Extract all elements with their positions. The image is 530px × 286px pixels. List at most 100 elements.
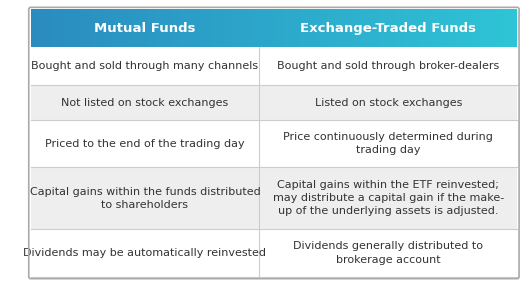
Bar: [469, 9, 471, 47]
Bar: [262, 9, 264, 47]
Bar: [109, 9, 111, 47]
Bar: [359, 9, 361, 47]
Bar: [218, 9, 220, 47]
Bar: [502, 9, 505, 47]
Bar: [82, 9, 84, 47]
Bar: [485, 9, 488, 47]
Bar: [245, 9, 247, 47]
Bar: [381, 9, 383, 47]
Bar: [296, 9, 298, 47]
Text: Listed on stock exchanges: Listed on stock exchanges: [315, 98, 462, 108]
Bar: [425, 9, 427, 47]
Bar: [498, 9, 500, 47]
Bar: [162, 9, 164, 47]
Bar: [459, 9, 461, 47]
Bar: [388, 9, 391, 47]
Bar: [143, 9, 145, 47]
Bar: [167, 9, 169, 47]
Bar: [160, 9, 162, 47]
Bar: [313, 9, 315, 47]
Bar: [478, 9, 481, 47]
Bar: [89, 9, 92, 47]
Bar: [176, 9, 179, 47]
Bar: [398, 9, 400, 47]
Bar: [271, 9, 274, 47]
Bar: [74, 9, 77, 47]
Bar: [420, 9, 422, 47]
Bar: [439, 9, 442, 47]
Bar: [213, 9, 216, 47]
Bar: [92, 9, 94, 47]
Bar: [31, 47, 517, 85]
Bar: [371, 9, 374, 47]
Bar: [444, 9, 447, 47]
Bar: [111, 9, 113, 47]
Bar: [410, 9, 412, 47]
Bar: [510, 9, 513, 47]
Bar: [94, 9, 96, 47]
Bar: [45, 9, 48, 47]
Bar: [259, 9, 262, 47]
Bar: [118, 9, 121, 47]
Bar: [116, 9, 118, 47]
Bar: [140, 9, 143, 47]
Bar: [48, 9, 50, 47]
Text: Mutual Funds: Mutual Funds: [94, 22, 196, 35]
Bar: [437, 9, 439, 47]
Bar: [187, 9, 189, 47]
Bar: [269, 9, 271, 47]
Bar: [488, 9, 490, 47]
Bar: [366, 9, 369, 47]
Bar: [301, 9, 303, 47]
Bar: [31, 167, 517, 229]
Bar: [113, 9, 116, 47]
Bar: [466, 9, 469, 47]
Bar: [274, 9, 276, 47]
Bar: [461, 9, 464, 47]
Text: Bought and sold through broker-dealers: Bought and sold through broker-dealers: [277, 61, 499, 71]
Bar: [242, 9, 245, 47]
Bar: [31, 9, 33, 47]
Bar: [267, 9, 269, 47]
Bar: [342, 9, 344, 47]
Bar: [172, 9, 174, 47]
Bar: [264, 9, 267, 47]
Bar: [57, 9, 60, 47]
Bar: [383, 9, 386, 47]
Bar: [354, 9, 357, 47]
Bar: [323, 9, 325, 47]
Text: Dividends may be automatically reinvested: Dividends may be automatically reinveste…: [23, 248, 267, 258]
Bar: [43, 9, 45, 47]
Bar: [184, 9, 187, 47]
Bar: [237, 9, 240, 47]
Bar: [281, 9, 284, 47]
Bar: [369, 9, 371, 47]
Bar: [145, 9, 147, 47]
Bar: [315, 9, 317, 47]
Bar: [515, 9, 517, 47]
Bar: [126, 9, 128, 47]
Bar: [69, 9, 72, 47]
Bar: [476, 9, 478, 47]
Text: Priced to the end of the trading day: Priced to the end of the trading day: [45, 139, 245, 149]
Text: Capital gains within the ETF reinvested;
may distribute a capital gain if the ma: Capital gains within the ETF reinvested;…: [272, 180, 504, 217]
Bar: [298, 9, 301, 47]
Bar: [216, 9, 218, 47]
Bar: [164, 9, 167, 47]
Bar: [493, 9, 495, 47]
Bar: [96, 9, 99, 47]
Bar: [72, 9, 74, 47]
Bar: [138, 9, 140, 47]
Bar: [505, 9, 507, 47]
Bar: [454, 9, 456, 47]
Text: Capital gains within the funds distributed
to shareholders: Capital gains within the funds distribut…: [30, 187, 260, 210]
Bar: [152, 9, 155, 47]
Bar: [40, 9, 43, 47]
Bar: [481, 9, 483, 47]
Bar: [36, 9, 38, 47]
Bar: [220, 9, 223, 47]
Bar: [430, 9, 432, 47]
Bar: [408, 9, 410, 47]
Bar: [507, 9, 510, 47]
Bar: [230, 9, 233, 47]
